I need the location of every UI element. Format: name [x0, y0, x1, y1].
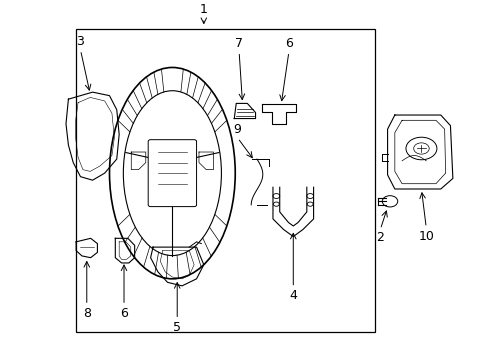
Bar — [76, 29, 375, 332]
Text: 6: 6 — [120, 307, 128, 320]
Text: 7: 7 — [235, 37, 242, 50]
Text: 2: 2 — [376, 231, 383, 244]
Text: 6: 6 — [285, 37, 292, 50]
Text: 1: 1 — [199, 4, 207, 16]
Text: 3: 3 — [76, 35, 84, 48]
Text: 10: 10 — [418, 230, 433, 242]
Text: 8: 8 — [83, 307, 91, 320]
FancyBboxPatch shape — [148, 140, 196, 207]
Text: 9: 9 — [233, 123, 241, 136]
Text: 4: 4 — [289, 290, 297, 302]
Ellipse shape — [123, 91, 221, 256]
Ellipse shape — [109, 67, 235, 279]
Text: 5: 5 — [173, 321, 181, 334]
